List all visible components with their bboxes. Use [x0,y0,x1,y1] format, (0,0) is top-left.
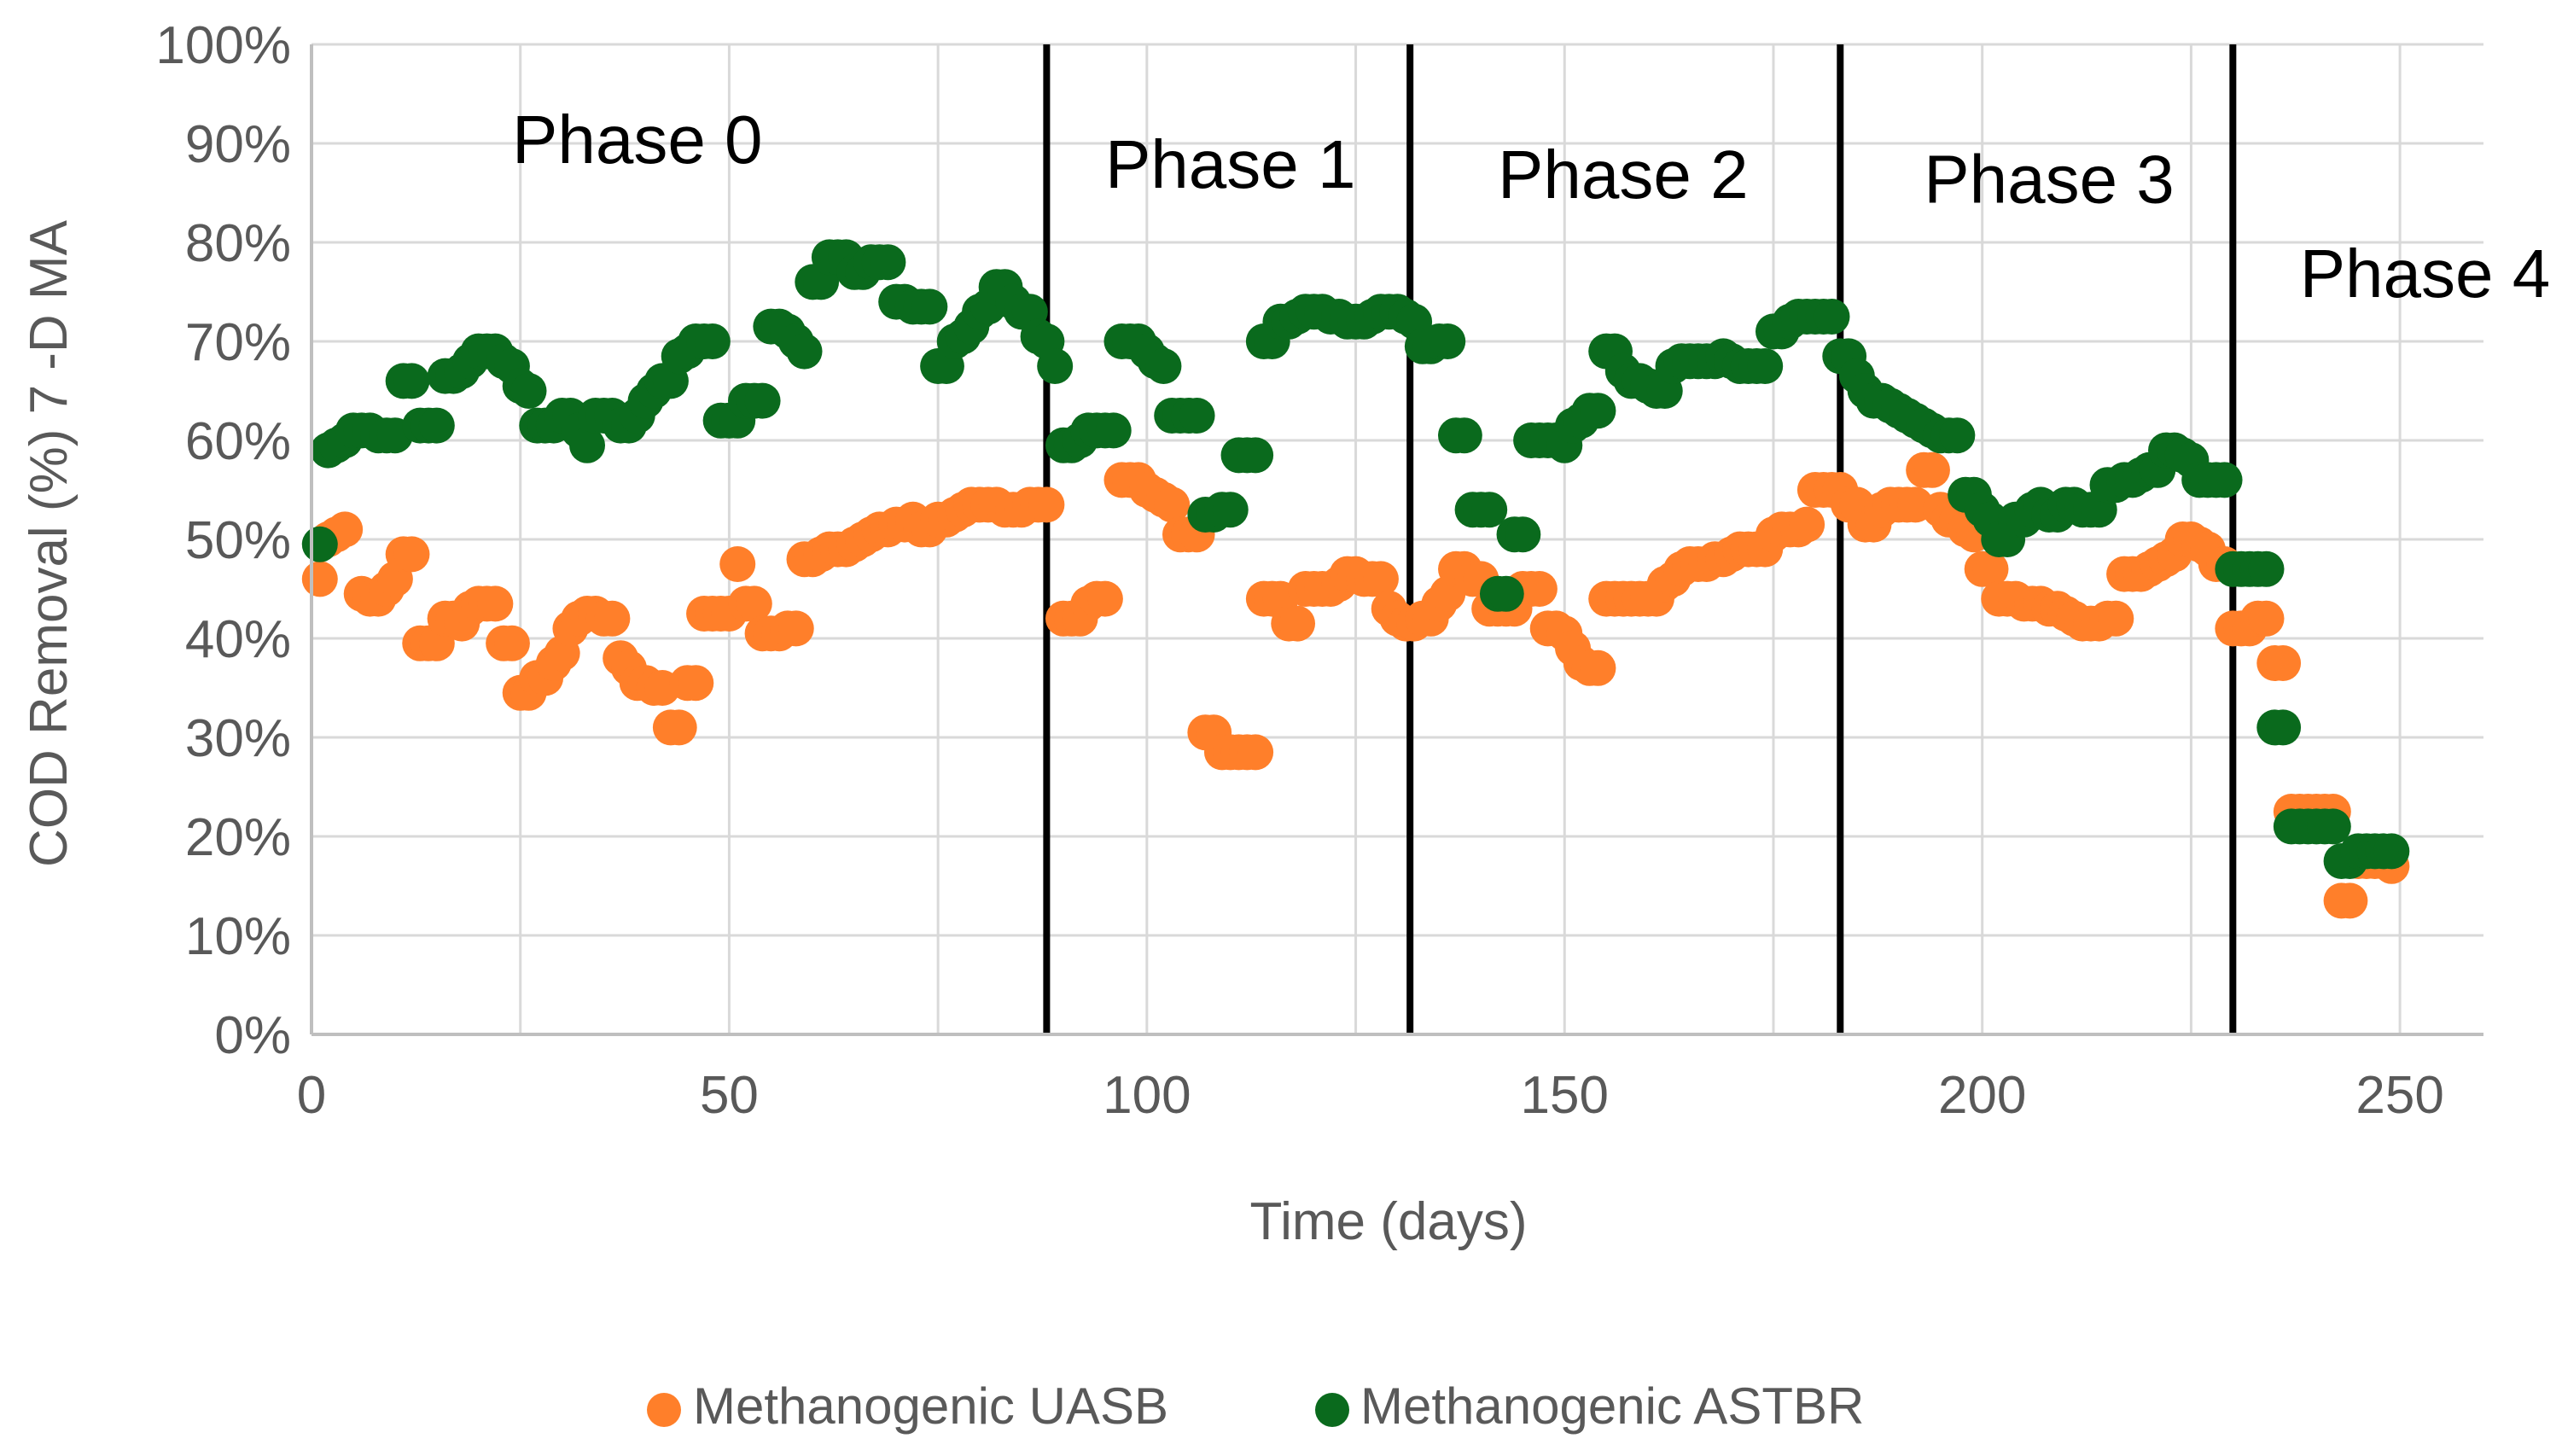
x-tick-label: 50 [700,1066,759,1125]
y-tick-label: 10% [185,907,291,966]
data-point [1429,323,1466,359]
phase-boundary-lines [1043,44,2237,1034]
legend-marker-uasb [647,1393,681,1427]
y-tick-label: 60% [185,412,291,471]
data-point [1521,571,1558,607]
data-point [2373,833,2410,870]
phase-label: Phase 2 [1498,137,1749,213]
legend-marker-astbr [1315,1393,1349,1427]
data-point [393,363,430,399]
x-axis-tick-labels: 0 50 100 150 200 250 [297,1066,2444,1125]
y-tick-label: 20% [185,808,291,867]
data-point [2265,709,2302,746]
data-point [1237,734,1274,771]
legend-label-uasb: Methanogenic UASB [693,1377,1168,1435]
data-point [1580,649,1616,686]
data-point [1362,561,1399,597]
y-tick-label: 50% [185,511,291,570]
data-point [1028,486,1065,523]
data-point [1747,348,1784,384]
data-point [1505,516,1541,553]
data-point [2248,550,2285,587]
data-point [870,244,906,281]
data-point [1446,417,1482,454]
data-point [694,323,731,359]
data-point [1279,605,1316,642]
x-tick-label: 0 [297,1066,326,1125]
data-point [1471,492,1508,528]
data-point [2265,645,2302,681]
y-axis-title: COD Removal (%) 7 -D MA [20,219,79,867]
phase-label: Phase 4 [2300,236,2551,312]
phase-labels: Phase 0 Phase 1 Phase 2 Phase 3 Phase 4 [512,102,2550,312]
data-point [736,585,772,622]
x-tick-label: 200 [1938,1066,2026,1125]
data-point [569,427,606,463]
data-point [2206,462,2243,498]
data-point [2098,600,2134,637]
data-point [1237,437,1274,474]
y-tick-label: 100% [155,16,291,75]
data-point [744,382,781,419]
y-tick-label: 70% [185,313,291,372]
data-point [1814,299,1850,335]
data-point [2315,808,2351,845]
x-tick-label: 150 [1521,1066,1609,1125]
data-series [301,239,2410,919]
data-point [1154,486,1191,523]
data-point [1179,398,1215,434]
y-tick-label: 40% [185,610,291,669]
data-point [786,333,823,370]
data-point [1972,550,2009,587]
y-tick-label: 30% [185,709,291,768]
data-point [911,288,948,325]
y-tick-label: 80% [185,214,291,273]
data-point [2248,600,2285,637]
data-point [1789,506,1825,543]
data-point [678,665,714,702]
data-point [510,373,547,409]
data-point [1145,348,1182,384]
data-point [777,610,814,647]
data-point [1095,412,1132,449]
data-point [493,625,530,661]
data-point [1913,451,1950,488]
phase-label: Phase 3 [1924,142,2175,218]
data-point [1488,575,1524,612]
y-tick-label: 0% [214,1006,291,1065]
x-tick-label: 250 [2355,1066,2443,1125]
data-point [301,561,338,597]
data-point [301,526,338,562]
y-tick-label: 90% [185,115,291,174]
data-point [2332,882,2368,919]
x-tick-label: 100 [1103,1066,1191,1125]
data-point [393,536,430,573]
data-point [594,600,631,637]
series-astbr [301,239,2410,879]
axes [310,44,2483,1036]
y-axis-tick-labels: 0% 10% 20% 30% 40% 50% 60% 70% 80% 90% 100% [155,16,291,1065]
legend: Methanogenic UASB Methanogenic ASTBR [647,1377,1864,1435]
data-point [1580,393,1616,429]
data-point [1037,348,1074,384]
data-point [1212,492,1249,528]
data-point [661,709,697,746]
data-point [1939,417,1976,454]
data-point [477,585,514,622]
legend-label-astbr: Methanogenic ASTBR [1360,1377,1864,1435]
phase-label: Phase 1 [1105,126,1356,202]
x-axis-title: Time (days) [1250,1192,1528,1251]
data-point [1086,580,1123,617]
phase-label: Phase 0 [512,102,763,178]
data-point [719,546,756,582]
data-point [418,407,455,444]
